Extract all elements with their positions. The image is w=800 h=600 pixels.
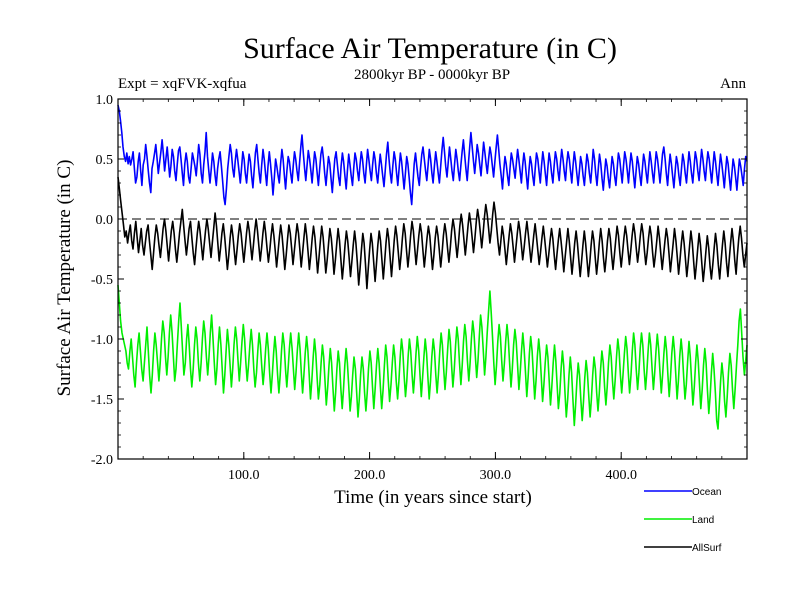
y-tick-label: 1.0 bbox=[96, 93, 114, 108]
series-layer bbox=[117, 104, 748, 430]
y-tick-label: -2.0 bbox=[91, 453, 113, 468]
series-line-land bbox=[117, 284, 748, 430]
legend: Ocean Land AllSurf bbox=[644, 487, 722, 554]
chart-subtitle: 2800kyr BP - 0000kyr BP bbox=[354, 67, 510, 83]
y-tick-label: 0.0 bbox=[96, 213, 114, 228]
y-tick-label: 0.5 bbox=[96, 153, 114, 168]
y-tick-label: -1.0 bbox=[91, 333, 113, 348]
y-axis: 1.0 0.5 0.0 -0.5 -1.0 -1.5 -2.0 bbox=[91, 93, 747, 468]
x-tick-label: 100.0 bbox=[228, 468, 260, 483]
legend-label-allsurf: AllSurf bbox=[692, 543, 722, 554]
y-tick-label: -1.5 bbox=[91, 393, 113, 408]
y-tick-label: -0.5 bbox=[91, 273, 113, 288]
series-line-allsurf bbox=[117, 176, 748, 290]
y-axis-label: Surface Air Temperature (in C) bbox=[54, 160, 75, 397]
x-tick-label: 200.0 bbox=[354, 468, 386, 483]
experiment-label: Expt = xqFVK-xqfua bbox=[118, 76, 247, 92]
legend-label-land: Land bbox=[692, 515, 714, 526]
legend-label-ocean: Ocean bbox=[692, 487, 721, 498]
series-line-ocean bbox=[117, 104, 748, 206]
x-axis-label: Time (in years since start) bbox=[334, 487, 532, 508]
x-axis: 100.0 200.0 300.0 400.0 bbox=[117, 99, 748, 483]
season-label: Ann bbox=[720, 76, 746, 92]
x-tick-label: 300.0 bbox=[480, 468, 512, 483]
chart-title: Surface Air Temperature (in C) bbox=[243, 32, 617, 65]
x-tick-label: 400.0 bbox=[605, 468, 637, 483]
